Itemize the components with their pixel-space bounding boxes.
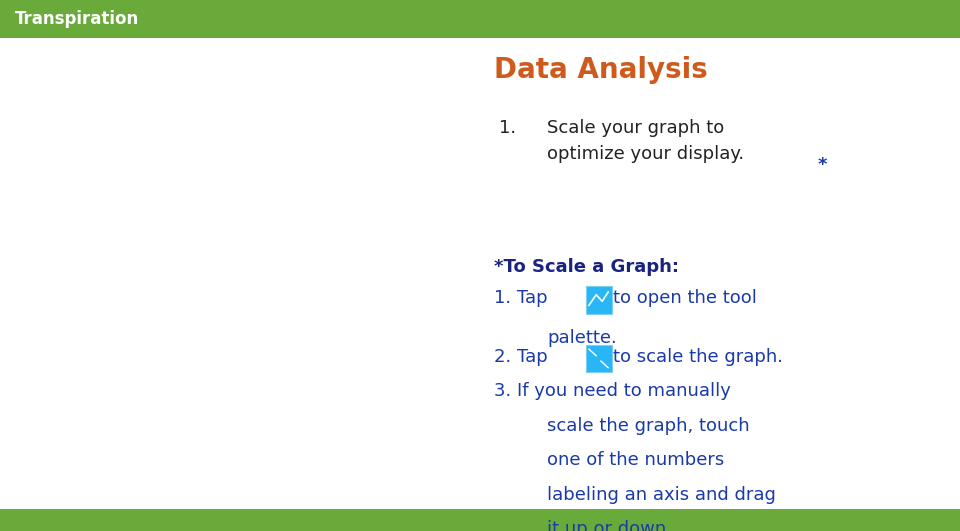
Text: 3. If you need to manually: 3. If you need to manually (494, 382, 732, 400)
Text: it up or down.: it up or down. (547, 520, 672, 531)
Text: Scale your graph to
optimize your display.: Scale your graph to optimize your displa… (547, 119, 744, 163)
Text: *To Scale a Graph:: *To Scale a Graph: (494, 258, 680, 276)
Text: 2. Tap: 2. Tap (494, 348, 548, 366)
Text: to open the tool: to open the tool (613, 289, 757, 307)
Text: labeling an axis and drag: labeling an axis and drag (547, 486, 776, 504)
Text: 1.: 1. (499, 119, 516, 138)
FancyBboxPatch shape (586, 286, 612, 314)
Text: one of the numbers: one of the numbers (547, 451, 725, 469)
FancyBboxPatch shape (0, 0, 960, 38)
Text: scale the graph, touch: scale the graph, touch (547, 417, 750, 435)
Text: to scale the graph.: to scale the graph. (613, 348, 783, 366)
FancyBboxPatch shape (0, 509, 960, 531)
Text: Transpiration: Transpiration (15, 10, 139, 28)
Text: Data Analysis: Data Analysis (494, 56, 708, 84)
FancyBboxPatch shape (586, 345, 612, 372)
Text: *: * (818, 156, 828, 174)
Text: 1. Tap: 1. Tap (494, 289, 548, 307)
Text: palette.: palette. (547, 329, 617, 347)
